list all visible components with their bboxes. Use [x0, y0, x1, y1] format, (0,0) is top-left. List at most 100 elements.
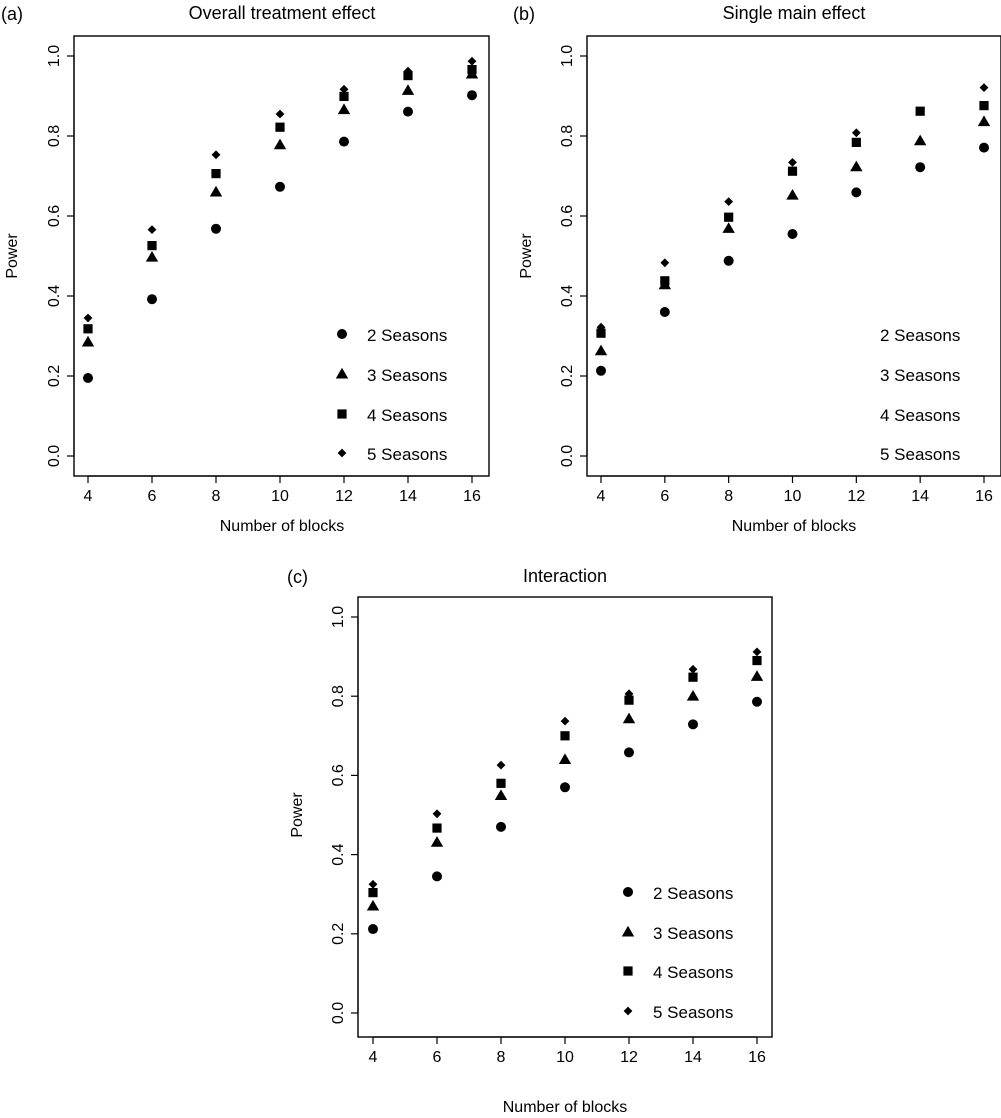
- panel-c-point-square: [688, 672, 698, 682]
- panel-b-point-triangle: [722, 222, 735, 233]
- panel-a-point-diamond: [339, 84, 349, 94]
- panel-c-x-tick-label: 8: [497, 1049, 506, 1066]
- panel-b-point-square: [851, 137, 861, 147]
- panel-a-legend-label: 3 Seasons: [367, 366, 447, 385]
- panel-c-point-triangle: [558, 753, 572, 765]
- panel-c-points: [366, 647, 764, 935]
- panel-b-point-square: [979, 101, 989, 111]
- panel-c-point-circle: [752, 696, 762, 707]
- panel-b-point-diamond: [915, 106, 925, 116]
- panel-a-y-ticks: 0.0 0.2 0.4 0.6 0.8 1.0: [46, 45, 74, 467]
- panel-c-y-tick-label: 1.0: [330, 606, 347, 628]
- panel-a-point-diamond: [275, 109, 285, 119]
- panel-c-point-triangle: [622, 712, 636, 724]
- panel-b-point-circle: [723, 255, 734, 266]
- panel-a-legend-marker-diamond: [337, 448, 347, 458]
- panel-c-point-circle: [688, 719, 698, 730]
- panel-b-y-tick-label: 1.0: [559, 45, 576, 67]
- panel-a-title: Overall treatment effect: [189, 3, 376, 23]
- panel-b-point-triangle: [913, 134, 927, 146]
- panel-c-legend-label: 5 Seasons: [653, 1003, 733, 1022]
- panel-c-point-square: [368, 888, 378, 898]
- panel-b-label: (b): [513, 4, 535, 24]
- panel-a-point-square: [147, 241, 157, 251]
- panel-a-point-circle: [147, 294, 157, 305]
- panel-b-x-axis-label: Number of blocks: [732, 518, 857, 535]
- panel-a-legend-marker-square: [337, 409, 347, 419]
- panel-b-point-circle: [787, 229, 798, 239]
- panel-b-y-tick-label: 0.2: [559, 365, 576, 387]
- panel-a-point-square: [339, 91, 349, 101]
- panel-b-point-square: [724, 212, 734, 222]
- panel-c-legend-label: 2 Seasons: [653, 884, 733, 903]
- panel-b-point-circle: [596, 365, 606, 376]
- panel-c-point-square: [560, 731, 570, 741]
- panel-c-x-axis-label: Number of blocks: [503, 1099, 628, 1116]
- panel-a-point-circle: [467, 90, 477, 101]
- panel-a-point-triangle: [209, 185, 223, 197]
- panel-c-point-triangle: [686, 690, 700, 701]
- panel-c-x-tick-label: 4: [369, 1049, 378, 1066]
- panel-b-x-ticks: 4 6 8 10 12 14 16: [597, 476, 993, 505]
- panel-b-point-circle: [851, 187, 862, 198]
- panel-a-legend-marker-triangle: [335, 367, 349, 379]
- panel-b-x-tick-label: 12: [847, 488, 865, 505]
- panel-b-point-diamond: [596, 322, 606, 332]
- panel-a-point-square: [83, 324, 93, 334]
- panel-a-point-circle: [403, 106, 413, 117]
- panel-b-point-square: [596, 328, 606, 338]
- panel-a-x-tick-label: 6: [148, 488, 157, 505]
- panel-b-point-diamond: [788, 158, 797, 167]
- panel-a-point-square: [467, 65, 477, 75]
- panel-c-y-axis-label: Power: [289, 792, 306, 838]
- panel-c-legend-label: 4 Seasons: [653, 963, 733, 982]
- panel-c-legend-marker-diamond: [623, 1006, 633, 1016]
- panel-c-point-diamond: [624, 689, 634, 699]
- panel-b-point-circle: [915, 162, 926, 173]
- panel-b-y-axis-label: Power: [518, 233, 535, 279]
- panel-b-point-diamond: [724, 197, 734, 206]
- panel-b-point-diamond: [660, 258, 670, 268]
- panel-a-point-triangle: [145, 251, 159, 262]
- panel-c-point-diamond: [752, 647, 762, 657]
- panel-c-point-circle: [432, 871, 442, 882]
- panel-c-x-tick-label: 14: [684, 1049, 702, 1066]
- panel-c-x-ticks: 4 6 8 10 12 14 16: [369, 1037, 766, 1066]
- panel-c-y-tick-label: 0.6: [330, 764, 347, 786]
- panel-a-legend-marker-circle: [337, 329, 347, 339]
- panel-b-legend-label: 5 Seasons: [880, 445, 960, 464]
- panel-b-x-tick-label: 10: [784, 488, 802, 505]
- panel-c-legend-label: 3 Seasons: [653, 924, 733, 943]
- panel-b-y-tick-label: 0.8: [559, 125, 576, 147]
- panel-a-y-tick-label: 1.0: [46, 45, 63, 67]
- panel-c-point-triangle: [366, 899, 380, 911]
- panel-b: (b) Single main effect 4 6 8 10 12 14 16 0.00.…: [513, 3, 1001, 535]
- panel-a: (a) Overall treatment effect 4 6 8 10 12 14 16…: [1, 3, 490, 535]
- panel-c-y-ticks: 0.0 0.2 0.4 0.6 0.8 1.0: [330, 606, 358, 1024]
- panel-b-point-triangle: [977, 115, 991, 127]
- panel-b-point-diamond: [979, 83, 989, 92]
- panel-c-point-circle: [624, 747, 634, 758]
- panel-a-x-tick-label: 4: [84, 488, 93, 505]
- panel-a-point-diamond: [211, 150, 221, 160]
- panel-c-x-tick-label: 12: [620, 1049, 638, 1066]
- panel-c-y-tick-label: 0.8: [330, 685, 347, 707]
- panel-a-x-tick-label: 8: [212, 488, 221, 505]
- panel-b-points: [594, 83, 991, 376]
- panel-b-legend-label: 3 Seasons: [880, 366, 960, 385]
- panel-c-legend-marker-triangle: [621, 925, 635, 937]
- panel-b-y-tick-label: 0.0: [559, 445, 576, 467]
- panel-c-point-square: [432, 823, 442, 833]
- panel-a-label: (a): [1, 4, 23, 24]
- panel-c-legend-marker-square: [623, 966, 633, 976]
- panel-b-x-tick-label: 16: [975, 488, 993, 505]
- panel-c-x-tick-label: 16: [748, 1049, 766, 1066]
- panel-a-point-diamond: [467, 56, 477, 66]
- panel-b-legend: 2 Seasons 3 Seasons 4 Seasons 5 Seasons: [880, 326, 960, 464]
- panel-c-point-square: [496, 778, 506, 788]
- panel-c-y-tick-label: 0.2: [330, 923, 347, 945]
- panel-a-point-circle: [275, 181, 285, 192]
- panel-c-point-square: [752, 655, 762, 666]
- panel-a-point-circle: [83, 373, 93, 383]
- panel-b-point-triangle: [786, 189, 799, 200]
